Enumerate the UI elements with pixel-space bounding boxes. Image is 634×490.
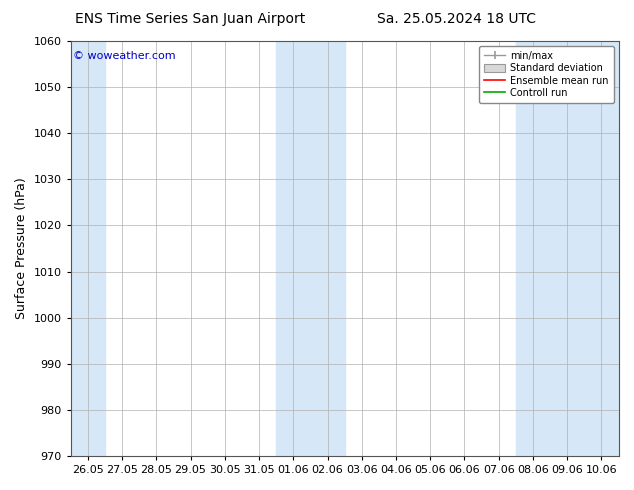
Legend: min/max, Standard deviation, Ensemble mean run, Controll run: min/max, Standard deviation, Ensemble me… — [479, 46, 614, 103]
Bar — [71, 41, 105, 456]
Bar — [516, 41, 550, 456]
Y-axis label: Surface Pressure (hPa): Surface Pressure (hPa) — [15, 178, 28, 319]
Bar — [311, 41, 345, 456]
Text: Sa. 25.05.2024 18 UTC: Sa. 25.05.2024 18 UTC — [377, 12, 536, 26]
Bar — [585, 41, 619, 456]
Text: ENS Time Series San Juan Airport: ENS Time Series San Juan Airport — [75, 12, 306, 26]
Bar — [276, 41, 311, 456]
Bar — [550, 41, 585, 456]
Text: © woweather.com: © woweather.com — [74, 51, 176, 61]
